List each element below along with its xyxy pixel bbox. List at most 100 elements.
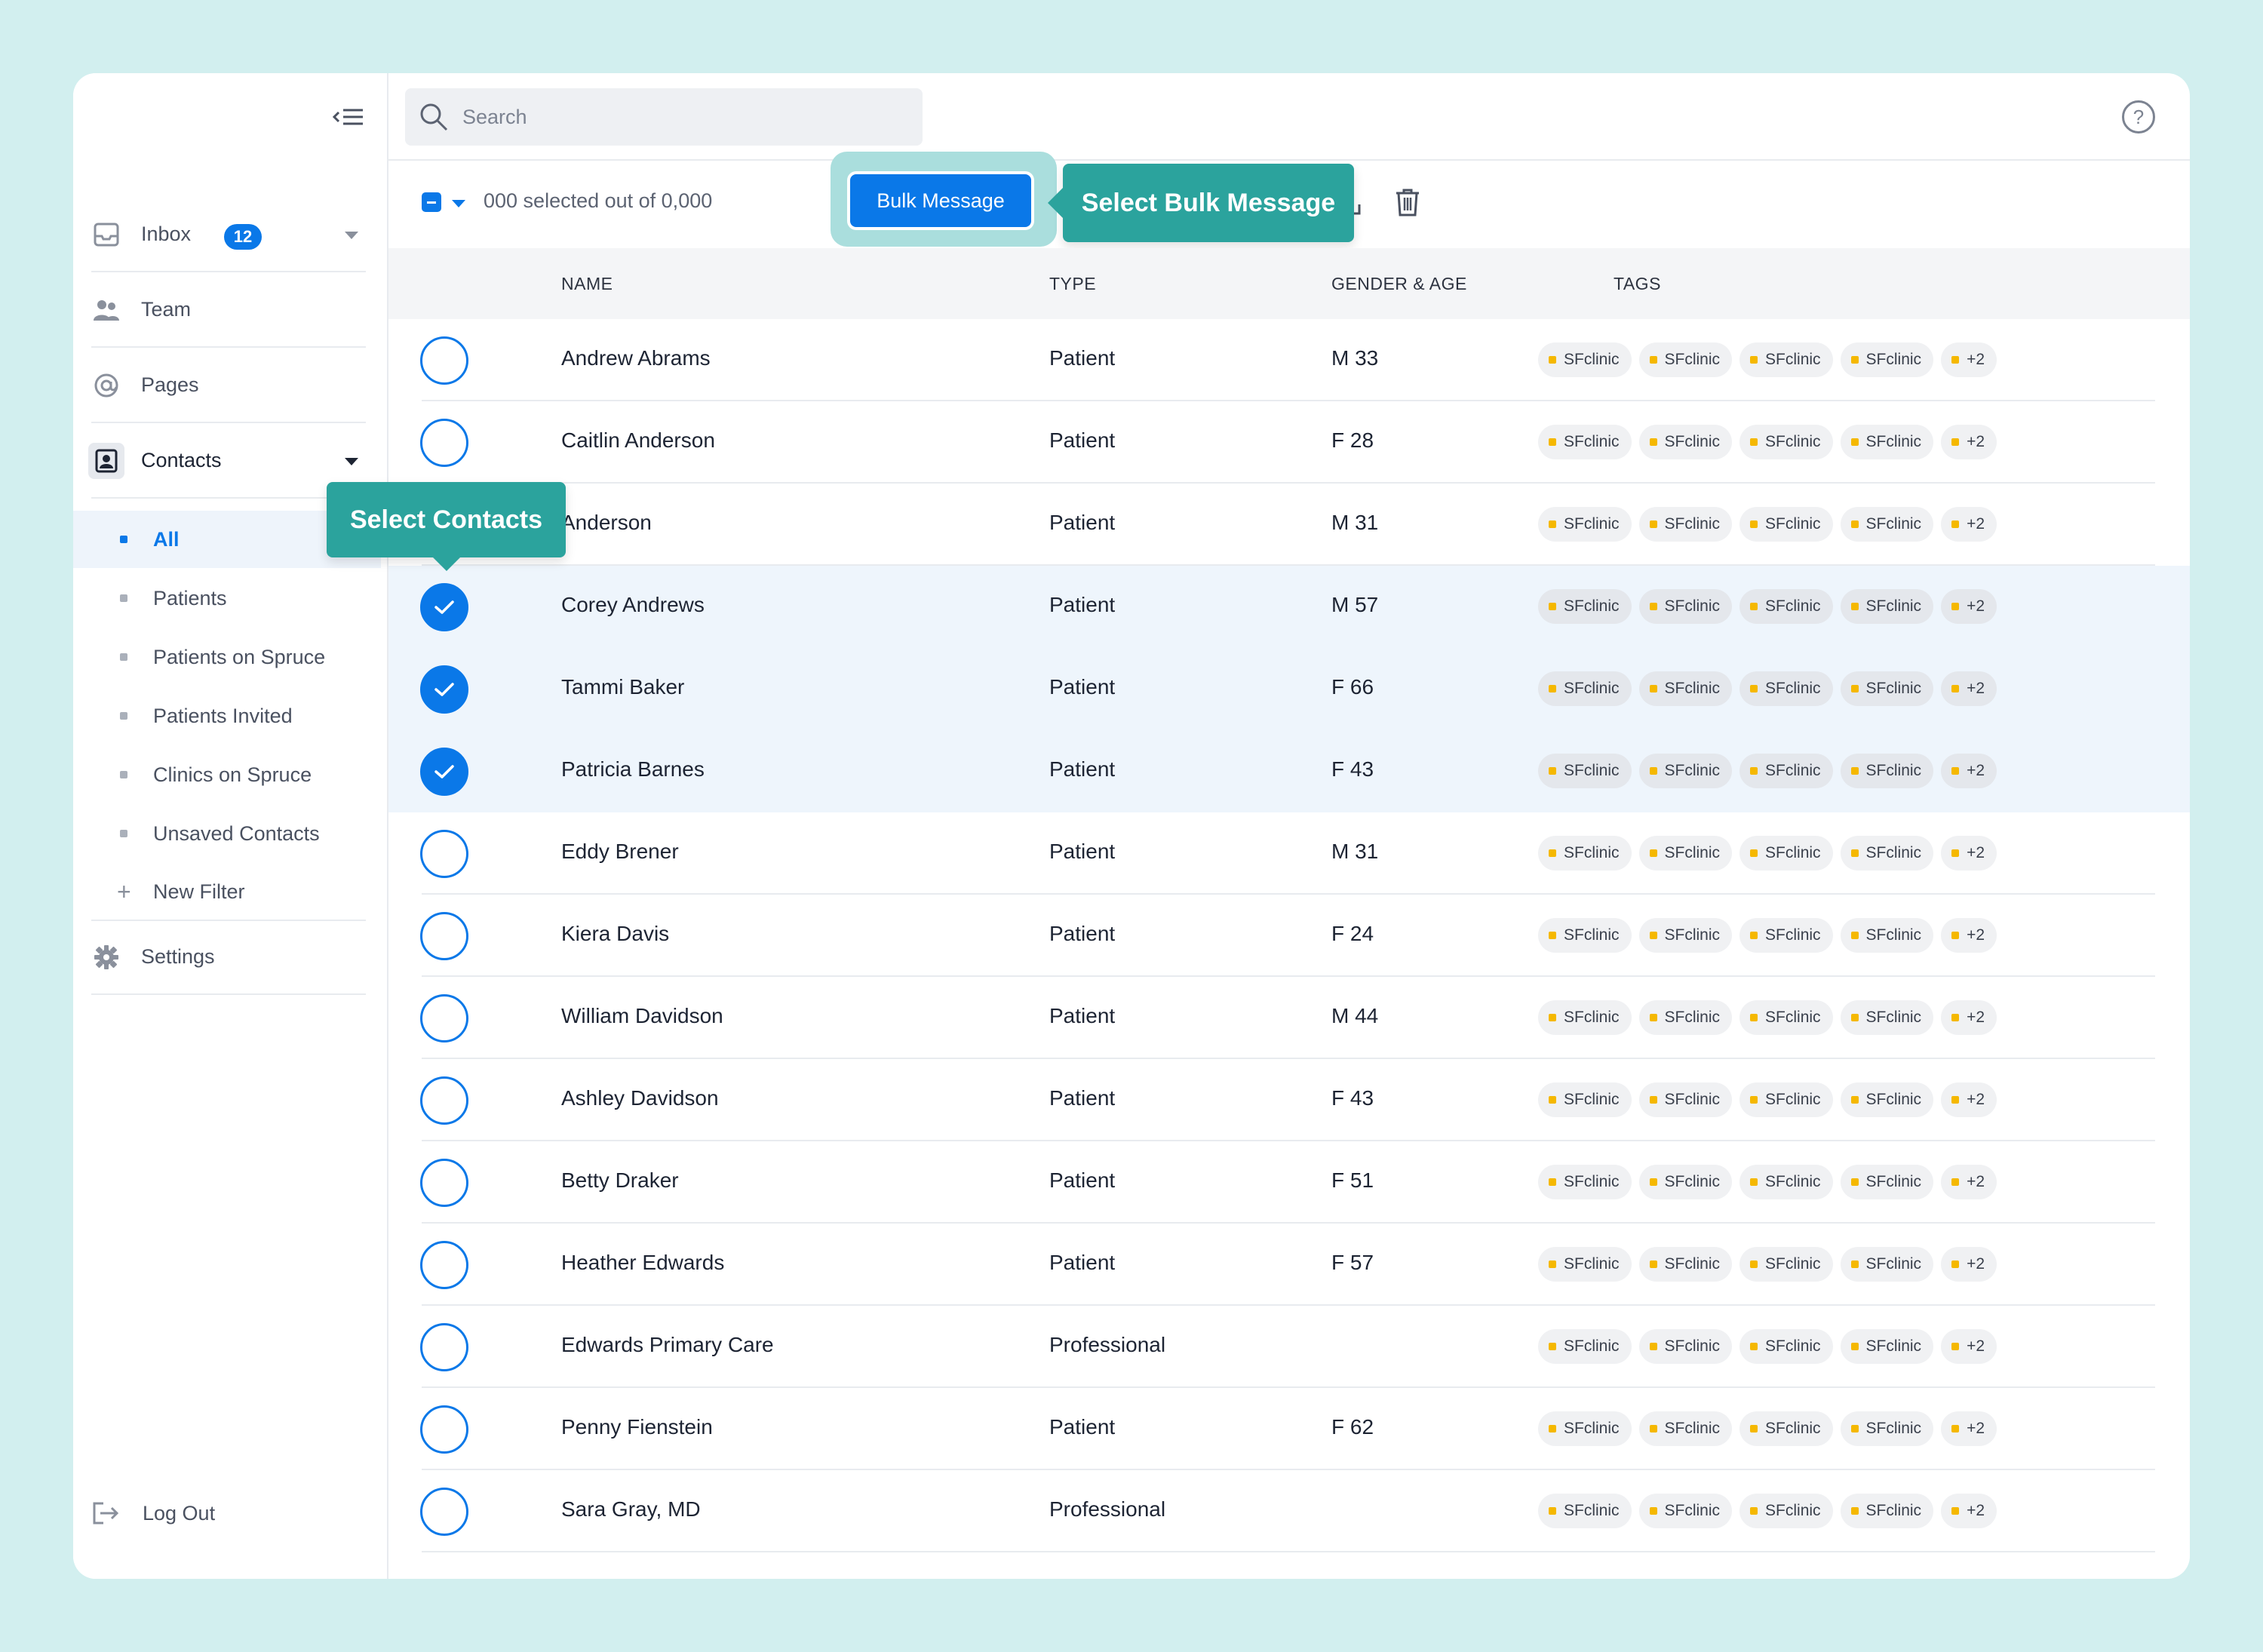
row-select-checkbox[interactable] — [420, 1159, 468, 1207]
column-header-name[interactable]: NAME — [561, 274, 613, 293]
tag-chip[interactable]: SFclinic — [1840, 507, 1934, 542]
row-select-checkbox[interactable] — [420, 419, 468, 467]
table-row[interactable]: Sara Gray, MD Professional SFclinic SFclini… — [388, 1470, 2190, 1552]
tag-chip[interactable]: SFclinic — [1840, 1082, 1934, 1117]
tag-chip[interactable]: SFclinic — [1538, 918, 1632, 953]
tag-chip[interactable]: SFclinic — [1538, 1494, 1632, 1528]
tag-chip[interactable]: +2 — [1941, 754, 1997, 788]
table-row[interactable]: Andrew Abrams Patient M 33 SFclinic SFclinic… — [388, 319, 2190, 401]
tag-chip[interactable]: SFclinic — [1840, 671, 1934, 706]
tag-chip[interactable]: +2 — [1941, 507, 1997, 542]
tag-chip[interactable]: SFclinic — [1538, 425, 1632, 459]
column-header-type[interactable]: TYPE — [1049, 274, 1097, 293]
table-row[interactable]: Edwards Primary Care Professional SFclinic… — [388, 1306, 2190, 1388]
tag-chip[interactable]: SFclinic — [1638, 1000, 1733, 1035]
filter-patients-on-spruce[interactable]: Patients on Spruce — [73, 628, 381, 686]
tag-chip[interactable]: SFclinic — [1840, 1411, 1934, 1446]
nav-item-settings[interactable]: Settings — [91, 920, 366, 995]
tag-chip[interactable]: SFclinic — [1739, 1000, 1833, 1035]
tag-chip[interactable]: SFclinic — [1840, 1165, 1934, 1199]
row-select-checkbox[interactable] — [420, 748, 468, 796]
tag-chip[interactable]: SFclinic — [1538, 836, 1632, 871]
table-row[interactable]: Kiera Davis Patient F 24 SFclinic SFclinic SF… — [388, 895, 2190, 977]
tag-chip[interactable]: +2 — [1941, 836, 1997, 871]
row-select-checkbox[interactable] — [420, 1405, 468, 1454]
table-row[interactable]: Betty Draker Patient F 51 SFclinic SFclinic S… — [388, 1141, 2190, 1224]
tag-chip[interactable]: SFclinic — [1638, 342, 1733, 377]
tag-chip[interactable]: SFclinic — [1739, 1411, 1833, 1446]
tag-chip[interactable]: SFclinic — [1638, 1165, 1733, 1199]
table-row[interactable]: Tammi Baker Patient F 66 SFclinic SFclinic SF… — [388, 648, 2190, 730]
tag-chip[interactable]: SFclinic — [1840, 425, 1934, 459]
tag-chip[interactable]: SFclinic — [1638, 425, 1733, 459]
tag-chip[interactable]: SFclinic — [1538, 671, 1632, 706]
tag-chip[interactable]: SFclinic — [1739, 1247, 1833, 1282]
collapse-sidebar-button[interactable] — [330, 102, 367, 132]
tag-chip[interactable]: SFclinic — [1739, 671, 1833, 706]
chevron-down-icon[interactable] — [345, 232, 358, 239]
tag-chip[interactable]: SFclinic — [1840, 342, 1934, 377]
tag-chip[interactable]: SFclinic — [1638, 754, 1733, 788]
tag-chip[interactable]: SFclinic — [1739, 589, 1833, 624]
tag-chip[interactable]: SFclinic — [1538, 1165, 1632, 1199]
tag-chip[interactable]: SFclinic — [1538, 507, 1632, 542]
help-button[interactable]: ? — [2122, 100, 2155, 134]
tag-chip[interactable]: SFclinic — [1739, 342, 1833, 377]
tag-chip[interactable]: +2 — [1941, 1411, 1997, 1446]
nav-item-pages[interactable]: Pages — [91, 348, 366, 423]
tag-chip[interactable]: SFclinic — [1638, 836, 1733, 871]
search-input[interactable] — [462, 105, 885, 129]
tag-chip[interactable]: SFclinic — [1538, 1000, 1632, 1035]
chevron-down-icon[interactable] — [452, 200, 465, 207]
new-filter-button[interactable]: + New Filter — [91, 864, 366, 921]
tag-chip[interactable]: SFclinic — [1840, 1247, 1934, 1282]
filter-unsaved-contacts[interactable]: Unsaved Contacts — [73, 805, 381, 862]
column-header-gender-age[interactable]: GENDER & AGE — [1331, 274, 1467, 293]
row-select-checkbox[interactable] — [420, 583, 468, 631]
select-all-checkbox[interactable] — [422, 192, 441, 212]
table-row[interactable]: Caitlin Anderson Patient F 28 SFclinic SFcli… — [388, 401, 2190, 484]
tag-chip[interactable]: +2 — [1941, 1329, 1997, 1364]
tag-chip[interactable]: SFclinic — [1840, 754, 1934, 788]
tag-chip[interactable]: SFclinic — [1739, 836, 1833, 871]
row-select-checkbox[interactable] — [420, 912, 468, 960]
tag-chip[interactable]: SFclinic — [1840, 589, 1934, 624]
tag-chip[interactable]: +2 — [1941, 918, 1997, 953]
logout-button[interactable]: Log Out — [91, 1494, 215, 1532]
tag-chip[interactable]: SFclinic — [1538, 754, 1632, 788]
tag-chip[interactable]: SFclinic — [1638, 1494, 1733, 1528]
tag-chip[interactable]: SFclinic — [1739, 1494, 1833, 1528]
search-bar[interactable] — [405, 88, 923, 146]
tag-chip[interactable]: SFclinic — [1538, 1411, 1632, 1446]
tag-chip[interactable]: SFclinic — [1538, 342, 1632, 377]
tag-chip[interactable]: SFclinic — [1538, 1329, 1632, 1364]
table-row[interactable]: William Davidson Patient M 44 SFclinic SFcli… — [388, 977, 2190, 1059]
tag-chip[interactable]: SFclinic — [1739, 1165, 1833, 1199]
table-row[interactable]: Corey Andrews Patient M 57 SFclinic SFclinic… — [388, 566, 2190, 648]
nav-item-team[interactable]: Team — [91, 272, 366, 348]
tag-chip[interactable]: SFclinic — [1538, 1247, 1632, 1282]
tag-chip[interactable]: +2 — [1941, 1000, 1997, 1035]
column-header-tags[interactable]: TAGS — [1614, 274, 1661, 293]
tag-chip[interactable]: SFclinic — [1538, 1082, 1632, 1117]
tag-chip[interactable]: +2 — [1941, 671, 1997, 706]
tag-chip[interactable]: SFclinic — [1739, 918, 1833, 953]
bulk-message-button[interactable]: Bulk Message — [850, 174, 1031, 227]
row-select-checkbox[interactable] — [420, 1488, 468, 1536]
row-select-checkbox[interactable] — [420, 1323, 468, 1371]
tag-chip[interactable]: SFclinic — [1840, 1000, 1934, 1035]
row-select-checkbox[interactable] — [420, 336, 468, 385]
row-select-checkbox[interactable] — [420, 1076, 468, 1125]
tag-chip[interactable]: SFclinic — [1840, 918, 1934, 953]
row-select-checkbox[interactable] — [420, 830, 468, 878]
tag-chip[interactable]: SFclinic — [1638, 507, 1733, 542]
tag-chip[interactable]: SFclinic — [1638, 1329, 1733, 1364]
row-select-checkbox[interactable] — [420, 1241, 468, 1289]
tag-chip[interactable]: +2 — [1941, 425, 1997, 459]
tag-chip[interactable]: SFclinic — [1538, 589, 1632, 624]
tag-chip[interactable]: SFclinic — [1739, 1329, 1833, 1364]
tag-chip[interactable]: SFclinic — [1739, 754, 1833, 788]
tag-chip[interactable]: SFclinic — [1638, 1082, 1733, 1117]
tag-chip[interactable]: SFclinic — [1638, 589, 1733, 624]
table-row[interactable]: Patricia Barnes Patient F 43 SFclinic SFclin… — [388, 730, 2190, 812]
